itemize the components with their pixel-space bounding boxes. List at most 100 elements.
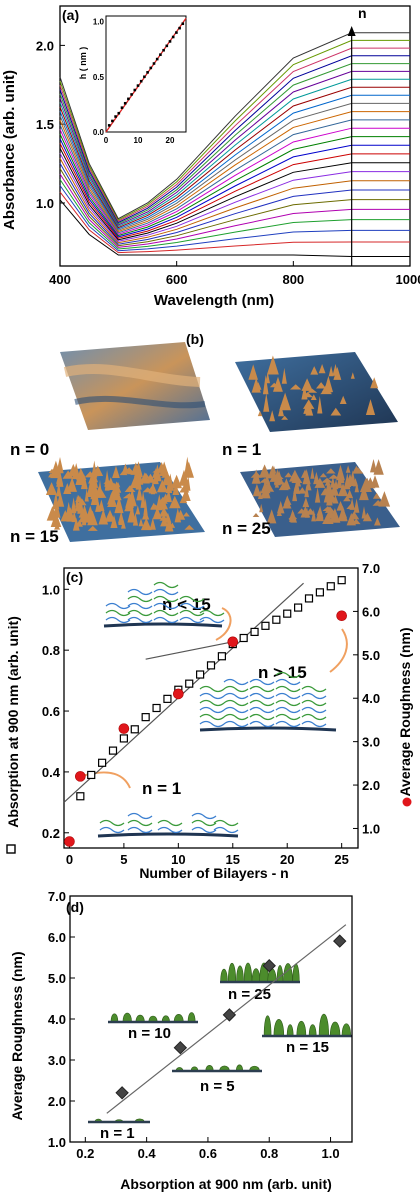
absorption-point [98,758,107,767]
absorbance-series-line [59,63,410,225]
annotation-n-lt-15: n < 15 [162,595,211,614]
afm-peak [289,469,301,482]
roughness-point [173,1040,188,1055]
roughness-point [173,688,184,700]
roughness-point [118,723,130,734]
film-grain [220,968,228,983]
y-tick-label: 7.0 [48,889,66,904]
polymer-chain [213,826,239,834]
afm-peak [345,465,351,473]
inset-data-point [155,57,159,61]
afm-peak [324,479,331,486]
afm-peak [319,473,327,478]
polymer-chain [301,685,327,693]
inset-data-point [165,44,169,48]
polymer-chain [275,699,301,707]
afm-peak [114,495,124,514]
afm-peak [52,514,58,524]
afm-peak [252,513,260,517]
film-grain [329,1021,341,1037]
afm-peak [338,483,349,497]
bilayers-chart-svg: (c) Number of Bilayers - n Absorption at… [5,561,413,881]
x-tick-label: 0.4 [138,1146,157,1161]
afm-peak [87,525,98,531]
y-axis-right-label: Average Roughness (nm) [397,627,413,796]
afm-peak [142,473,150,479]
polymer-chain [199,609,225,617]
polymer-chain [223,692,249,700]
afm-peak [95,499,101,512]
afm-peak [161,493,170,502]
afm-peak [353,498,360,513]
afm-peak [45,482,58,495]
panel-d-label: (d) [66,899,84,915]
afm-peak [310,467,315,479]
afm-peak [184,456,191,474]
roughness-point [222,1008,237,1022]
absorbance-series-line [59,39,410,221]
polymer-chain [199,713,225,721]
afm-peak [255,382,262,390]
polymer-chain [301,720,327,728]
afm-peak [310,366,319,375]
polymer-chain [249,692,275,700]
y-tick-label: 2.0 [36,38,54,53]
afm-peak [158,507,170,517]
absorption-point [217,652,226,661]
absorbance-series-line [59,157,410,244]
afm-peak [325,507,333,513]
inset-x-tick-label: 20 [166,136,175,145]
panel-b-label: (b) [186,331,204,347]
afm-peak [103,479,113,484]
panel-b-afm-images: (b) n = 0 n = 1 n = 15 n = 25 [0,322,420,562]
film-grain [227,962,237,983]
afm-peak [138,518,144,527]
panel-d-roughness-chart: (d) Absorption at 900 nm (arb. unit) Ave… [0,886,420,1197]
afm-peak [281,415,289,420]
polymer-chain [191,812,217,820]
afm-peak [316,507,323,516]
x-axis-label: Absorption at 900 nm (arb. unit) [120,1176,332,1192]
absorption-point [141,713,150,722]
inset-data-point [107,124,111,127]
y-axis-left-label: Absorption at 900 nm (arb. unit) [5,616,21,828]
afm-peak [258,464,271,478]
afm-peak [301,378,313,391]
absorption-point [87,770,96,780]
film-grain [263,1015,272,1037]
panel-c-label: (c) [66,569,83,585]
afm-peak [182,512,190,517]
film-grain [236,965,244,983]
afm-peak [333,479,339,490]
afm-peak [318,364,326,374]
y-tick-label-left: 0.2 [42,826,60,841]
afm-peak [311,509,317,522]
y-axis-label: Absorbance (arb. unit) [1,70,18,230]
legend-absorption-marker [6,844,16,854]
roughness-point [336,610,347,622]
film-grain [273,1019,285,1037]
afm-peak [333,366,342,380]
y-tick-label-right: 2.0 [362,778,380,793]
afm-peak [178,469,190,486]
afm-peak [172,481,180,495]
x-tick-label: 600 [166,272,188,287]
absorbance-series-line [59,163,410,245]
afm-peak [343,476,351,490]
polymer-chain [199,685,225,693]
inset-data-point [146,71,149,74]
afm-peak [289,510,296,521]
polymer-chain [157,819,183,827]
polymer-chain [191,826,217,834]
afm-peak [157,462,167,473]
afm-peak [301,384,308,400]
afm-peak [338,512,345,520]
absorption-point [130,725,139,734]
polymer-chain [249,685,275,693]
polymer-chain [105,602,131,610]
inset-data-point [178,26,181,30]
afm-peak [148,483,158,494]
absorbance-series-line [59,138,410,238]
roughness-point [227,636,239,648]
plot-frame [63,567,359,849]
